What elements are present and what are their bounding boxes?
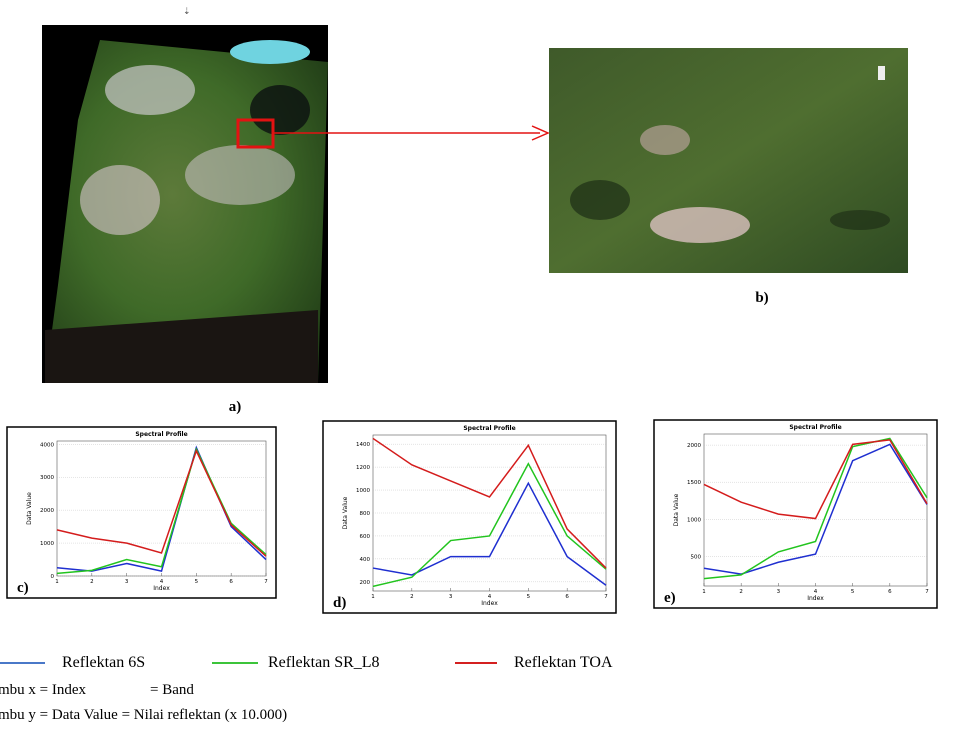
x-tick-label: 1 <box>702 589 706 595</box>
y-axis-label: Data Value <box>26 492 33 525</box>
x-axis-label: Index <box>153 585 170 592</box>
y-tick-label: 400 <box>360 557 371 563</box>
x-tick-label: 6 <box>888 589 892 595</box>
panel-label: c) <box>17 580 29 596</box>
legend-label: Reflektan SR_L8 <box>268 654 380 671</box>
x-tick-label: 1 <box>371 594 375 600</box>
y-axis-label: Data Value <box>342 496 349 529</box>
x-tick-label: 3 <box>449 594 453 600</box>
note: mbu x = Index <box>0 682 87 698</box>
x-tick-label: 5 <box>851 589 855 595</box>
x-tick-label: 3 <box>777 589 781 595</box>
x-axis-label: Index <box>807 595 824 602</box>
y-tick-label: 0 <box>51 574 55 580</box>
y-tick-label: 1000 <box>40 541 54 547</box>
chart-title: Spectral Profile <box>463 425 515 432</box>
legend-label: Reflektan TOA <box>514 654 613 671</box>
x-tick-label: 4 <box>814 589 818 595</box>
x-tick-label: 3 <box>125 579 129 585</box>
y-tick-label: 2000 <box>687 443 701 449</box>
y-tick-label: 1400 <box>356 442 370 448</box>
y-tick-label: 500 <box>691 554 702 560</box>
image-b <box>549 48 908 273</box>
figure: ⇣ a) b) Spectral Profile Index Data Value c… <box>0 0 965 742</box>
x-tick-label: 7 <box>604 594 608 600</box>
chart-title: Spectral Profile <box>789 424 841 431</box>
y-axis-label: Data Value <box>673 493 680 526</box>
x-tick-label: 6 <box>229 579 233 585</box>
image-label: a) <box>229 399 242 415</box>
x-tick-label: 6 <box>565 594 569 600</box>
x-tick-label: 4 <box>160 579 164 585</box>
note: = Band <box>150 682 194 698</box>
chart-title: Spectral Profile <box>135 431 187 438</box>
svg-text:⇣: ⇣ <box>183 6 191 16</box>
y-tick-label: 1000 <box>687 517 701 523</box>
y-tick-label: 1000 <box>356 488 370 494</box>
y-tick-label: 800 <box>360 511 371 517</box>
panel-label: d) <box>333 595 346 611</box>
x-tick-label: 5 <box>195 579 199 585</box>
x-tick-label: 2 <box>90 579 94 585</box>
image-a: ⇣ <box>42 6 548 383</box>
panel-label: e) <box>664 590 676 606</box>
x-tick-label: 2 <box>410 594 414 600</box>
y-tick-label: 200 <box>360 580 371 586</box>
x-tick-label: 1 <box>55 579 59 585</box>
y-tick-label: 1500 <box>687 480 701 486</box>
y-tick-label: 3000 <box>40 475 54 481</box>
y-tick-label: 1200 <box>356 465 370 471</box>
legend: Reflektan 6S Reflektan SR_L8 Reflektan TOA <box>0 654 613 671</box>
image-label: b) <box>755 290 768 306</box>
y-tick-label: 600 <box>360 534 371 540</box>
x-tick-label: 7 <box>264 579 268 585</box>
x-tick-label: 5 <box>527 594 531 600</box>
y-tick-label: 4000 <box>40 442 54 448</box>
x-tick-label: 7 <box>925 589 929 595</box>
charts: Spectral Profile Index Data Value c) 0 1000 20… <box>7 420 937 613</box>
note: mbu y = Data Value = Nilai reflektan (x … <box>0 707 287 723</box>
y-tick-label: 2000 <box>40 508 54 514</box>
x-axis-label: Index <box>481 600 498 607</box>
x-tick-label: 4 <box>488 594 492 600</box>
legend-label: Reflektan 6S <box>62 654 145 671</box>
x-tick-label: 2 <box>739 589 743 595</box>
